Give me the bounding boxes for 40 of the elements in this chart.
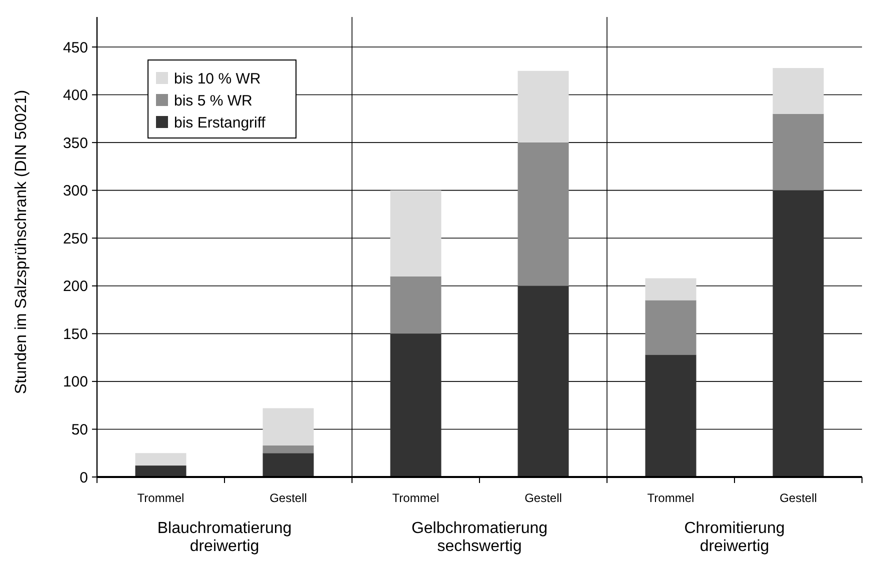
bar — [262, 408, 314, 446]
y-tick-label: 300 — [62, 182, 88, 200]
bar — [390, 334, 442, 477]
bar — [135, 453, 186, 466]
x-tick-label: Gestell — [780, 491, 817, 505]
text: Gelbchromatierung sechswertig — [411, 520, 548, 555]
y-tick-label: 250 — [62, 230, 88, 248]
y-tick-label: 0 — [80, 469, 88, 486]
y-tick-label: 200 — [62, 278, 88, 296]
bar — [772, 190, 824, 477]
legend-label: bis 10 % WR — [174, 70, 261, 88]
text: Chromitierung dreiwertig — [684, 520, 785, 555]
y-tick-label: 100 — [62, 374, 88, 391]
bar — [390, 190, 442, 276]
y-tick-label: 450 — [62, 39, 88, 56]
y-axis-title: Stunden im Salzsprühschrank (DIN 50021) — [13, 90, 30, 394]
bar — [645, 354, 696, 477]
text: Blauchromatierung dreiwertig — [157, 520, 292, 555]
bar — [518, 142, 569, 286]
y-tick-label: 150 — [62, 326, 88, 343]
bar — [772, 114, 824, 190]
bar — [518, 286, 569, 477]
bar — [645, 278, 696, 300]
x-tick-label: Trommel — [137, 491, 184, 505]
bar — [772, 68, 824, 114]
bar — [518, 70, 569, 143]
y-tick-label: 50 — [71, 421, 88, 438]
x-tick-label: Trommel — [647, 491, 694, 505]
x-tick-label: Gestell — [524, 491, 562, 505]
bar — [135, 466, 186, 477]
x-tick-label: Trommel — [392, 491, 440, 505]
bar — [262, 453, 314, 477]
legend-label: bis Erstangriff — [174, 114, 266, 132]
bar — [645, 300, 696, 355]
bar — [390, 276, 442, 334]
bar — [262, 445, 314, 454]
y-tick-label: 400 — [62, 87, 88, 104]
x-tick-label: Gestell — [270, 491, 307, 505]
y-tick-label: 350 — [62, 134, 88, 152]
legend-label: bis 5 % WR — [174, 92, 253, 110]
